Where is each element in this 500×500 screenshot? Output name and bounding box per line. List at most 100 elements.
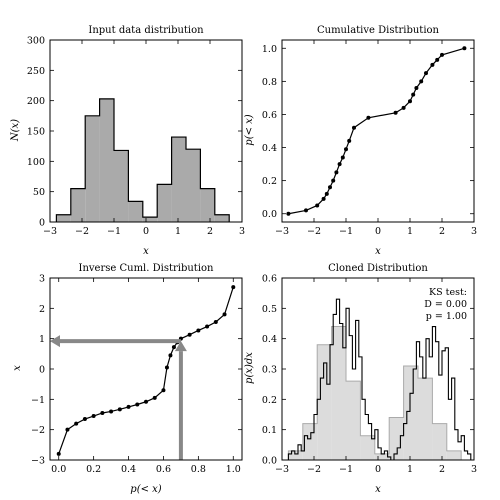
input-histogram-bar	[171, 137, 186, 222]
cumulative-distribution-title: Cumulative Distribution	[317, 25, 440, 36]
input-distribution-ytick-label: 50	[33, 187, 45, 198]
cumulative-point	[315, 203, 320, 208]
cumulative-point	[411, 92, 416, 97]
cumulative-distribution-xlabel: x	[375, 246, 381, 257]
inverse-distribution-ytick-label: 1	[39, 334, 45, 345]
inverse-distribution-xtick-label: 0.6	[156, 464, 171, 475]
cumulative-point	[462, 46, 467, 51]
inverse-distribution-xtick-label: 1.0	[226, 464, 241, 475]
cloned-distribution-title: Cloned Distribution	[328, 263, 428, 274]
input-pdf-bar	[374, 453, 390, 460]
cumulative-distribution-ytick-label: 0.4	[262, 143, 277, 154]
input-pdf-bars	[287, 326, 462, 460]
input-histogram-bar	[186, 149, 201, 222]
cumulative-distribution-xtick-label: −1	[339, 226, 353, 237]
inverse-point	[161, 388, 166, 393]
input-distribution-ytick-label: 150	[27, 127, 45, 138]
input-pdf-bar	[346, 381, 361, 460]
cumulative-distribution-xtick-label: 2	[439, 226, 445, 237]
inverse-point	[222, 312, 227, 317]
input-pdf-bar	[317, 344, 332, 460]
input-histogram-outline	[55, 98, 230, 222]
cloned-distribution-ytick-label: 0.3	[262, 365, 277, 376]
input-distribution-ytick-label: 0	[39, 218, 45, 229]
input-histogram-bar	[157, 184, 172, 222]
inverse-point	[82, 417, 87, 422]
cloned-distribution-ylabel: p(x)dx	[244, 352, 255, 384]
input-distribution-xtick-label: 3	[239, 226, 245, 237]
inverse-point	[91, 414, 96, 419]
cloned-distribution-xtick-label: −3	[275, 464, 289, 475]
cumulative-point	[352, 125, 356, 130]
inverse-distribution-axes: 0.0 0.2 0.4 0.6 0.8 1.0 −3 −2 −1 0 1 2 3	[31, 274, 242, 475]
input-distribution-xtick-label: −3	[43, 226, 57, 237]
inverse-distribution-ytick-label: −1	[31, 395, 45, 406]
panel-inverse-cumulative-distribution: Inverse Cuml. Distribution p(< x) x	[12, 263, 214, 495]
input-histogram-bar	[85, 115, 100, 222]
input-pdf-bar	[331, 326, 346, 460]
cumulative-point	[340, 155, 345, 160]
cumulative-distribution-ylabel: p(< x)	[244, 114, 255, 146]
cumulative-point	[347, 138, 352, 143]
cumulative-point	[321, 196, 326, 201]
inverse-point	[231, 285, 236, 290]
cumulative-distribution-xtick-label: 3	[471, 226, 477, 237]
inverse-point	[171, 345, 176, 350]
cumulative-distribution-xtick-label: −2	[307, 226, 321, 237]
cumulative-distribution-xtick-label: 0	[375, 226, 381, 237]
cumulative-point	[344, 147, 348, 152]
cloned-distribution-xtick-label: −1	[339, 464, 353, 475]
input-pdf-bar	[360, 435, 375, 460]
inverse-point	[213, 319, 218, 324]
inverse-point	[152, 395, 157, 400]
input-histogram-bar	[200, 188, 215, 222]
inverse-point	[74, 421, 79, 426]
inverse-point	[135, 402, 140, 407]
inverse-series	[56, 285, 236, 456]
inverse-distribution-ytick-label: −2	[31, 425, 45, 436]
cumulative-distribution-ytick-label: 0.8	[262, 77, 277, 88]
cumulative-point	[408, 99, 412, 104]
cumulative-point	[435, 57, 440, 62]
inverse-point	[205, 324, 210, 329]
input-pdf-bar	[418, 378, 433, 460]
input-pdf-bar	[302, 423, 318, 460]
input-distribution-xtick-label: 0	[143, 226, 149, 237]
cloned-histogram	[287, 298, 472, 461]
inverse-point	[164, 365, 169, 370]
input-distribution-xtick-label: 1	[175, 226, 181, 237]
cloned-distribution-xlabel: x	[375, 484, 381, 495]
input-distribution-xtick-label: −1	[107, 226, 121, 237]
cloned-distribution-xtick-label: 3	[471, 464, 477, 475]
cumulative-point	[328, 185, 332, 190]
cumulative-distribution-ytick-label: 0.6	[262, 110, 277, 121]
ks-test-label: KS test:	[429, 287, 467, 298]
inverse-arrows	[50, 335, 187, 460]
inverse-distribution-xtick-label: 0.2	[86, 464, 101, 475]
arrow-head	[50, 335, 60, 348]
input-distribution-xtick-label: −2	[75, 226, 89, 237]
inverse-point	[168, 353, 173, 358]
inverse-distribution-ytick-label: 3	[39, 274, 45, 285]
cumulative-point	[440, 52, 444, 57]
input-histogram-bar	[142, 217, 158, 222]
cumulative-point	[419, 79, 424, 84]
cumulative-distribution-frame	[281, 39, 475, 223]
input-pdf-bar	[446, 450, 462, 460]
cumulative-distribution-xtick-label: 1	[407, 226, 413, 237]
inverse-distribution-xtick-label: 0.4	[121, 464, 136, 475]
inverse-point	[144, 399, 148, 404]
cloned-distribution-xtick-label: −2	[307, 464, 321, 475]
input-distribution-ylabel: N(x)	[10, 119, 21, 142]
inverse-point	[196, 328, 201, 333]
inverse-distribution-xtick-label: 0.0	[51, 464, 66, 475]
inverse-distribution-frame	[49, 277, 243, 461]
cloned-distribution-ytick-label: 0.6	[262, 274, 277, 285]
cumulative-point	[304, 208, 308, 213]
inverse-distribution-title: Inverse Cuml. Distribution	[79, 263, 215, 274]
input-pdf-bar	[288, 450, 303, 460]
input-distribution-xtick-label: 2	[207, 226, 213, 237]
cumulative-point	[424, 71, 428, 76]
input-distribution-xlabel: x	[143, 246, 149, 257]
